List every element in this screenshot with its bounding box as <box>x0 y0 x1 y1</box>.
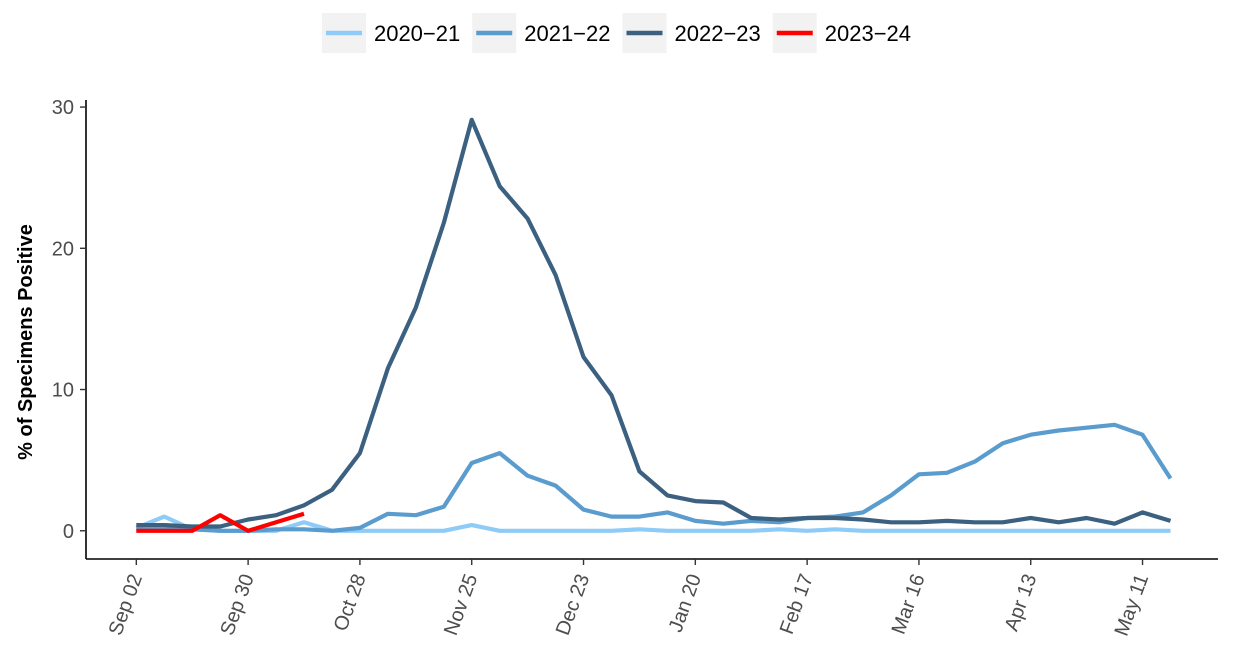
legend-item: 2023−24 <box>772 13 911 53</box>
y-tick-label: 30 <box>52 97 74 119</box>
x-tick-label: Sep 30 <box>216 571 258 638</box>
legend-item: 2021−22 <box>472 13 611 53</box>
legend-label: 2020−21 <box>374 21 460 46</box>
legend: 2020−21 2021−22 2022−23 2023−24 <box>321 13 911 53</box>
y-axis: 0 10 20 30 <box>52 97 87 559</box>
y-tick-label: 10 <box>52 380 74 402</box>
legend-label: 2022−23 <box>675 21 761 46</box>
x-tick-label: Oct 28 <box>330 571 371 634</box>
x-tick-label: Apr 13 <box>1001 571 1042 634</box>
series-line <box>135 514 1171 533</box>
x-tick-label: Nov 25 <box>440 571 482 638</box>
legend-item: 2020−21 <box>321 13 460 53</box>
x-tick-label: Feb 17 <box>776 571 818 637</box>
series-line <box>136 422 1173 533</box>
series-line <box>136 511 305 533</box>
plot-lines <box>135 117 1173 533</box>
series-line <box>136 117 1172 529</box>
y-tick-label: 20 <box>52 238 74 260</box>
y-tick-label: 0 <box>63 521 74 543</box>
x-tick-label: Mar 16 <box>888 571 930 637</box>
legend-label: 2021−22 <box>524 21 610 46</box>
x-tick-label: Dec 23 <box>552 571 594 638</box>
legend-label: 2023−24 <box>825 21 911 46</box>
x-tick-label: May 11 <box>1111 571 1154 639</box>
x-tick-label: Sep 02 <box>105 571 147 638</box>
x-tick-label: Jan 20 <box>665 571 706 635</box>
x-axis: Sep 02 Sep 30 Oct 28 Nov 25 Dec 23 Jan 20 Feb … <box>86 558 1218 639</box>
legend-item: 2022−23 <box>622 13 761 53</box>
y-axis-title: % of Specimens Positive <box>15 224 37 460</box>
